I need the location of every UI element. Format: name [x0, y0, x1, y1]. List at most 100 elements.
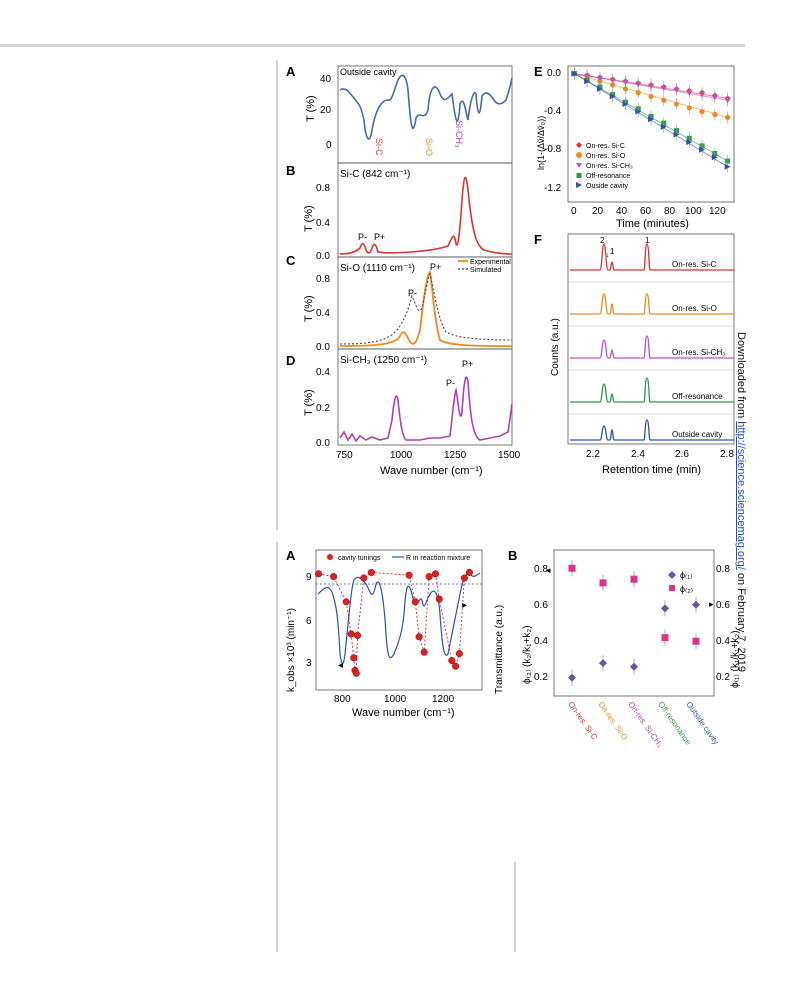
peak-label-sio: Si-O — [424, 138, 434, 156]
legend-experimental: Experimental — [470, 259, 511, 266]
panel-2A-frame — [315, 549, 483, 691]
y-tick: 0.8 — [316, 274, 330, 285]
data-point — [367, 568, 375, 576]
panel-letter-D: D — [286, 353, 295, 368]
data-point — [568, 673, 576, 682]
y-axis-label: ln(1-(Δṽ/Δṽ₀)) — [536, 116, 546, 170]
data-point — [692, 637, 700, 645]
category-label: On-res. Si-O — [596, 700, 629, 742]
y-tick: 0 — [326, 140, 332, 151]
y-axis-label: T (%) — [303, 389, 315, 416]
y-tick: 20 — [320, 105, 332, 116]
data-point — [350, 654, 358, 662]
figure1-spectra: A Outside cavity 40 20 0 T (%) Si-C Si-O… — [286, 64, 520, 477]
data-point — [330, 573, 338, 581]
x-tick: 1000 — [390, 450, 413, 461]
data-point — [435, 595, 443, 603]
panel-B-title: Si-C (842 cm⁻¹) — [340, 169, 410, 180]
si-c-spectrum — [339, 176, 513, 255]
panel-letter-F: F — [534, 232, 542, 247]
p-minus-label: P- — [358, 232, 367, 242]
data-point — [314, 570, 323, 578]
data-point — [599, 579, 607, 587]
top-rule — [0, 44, 745, 47]
y-tick: 40 — [320, 74, 332, 85]
legend-marker-outside — [576, 182, 582, 188]
column-divider-bottom — [276, 542, 278, 952]
data-point — [425, 573, 433, 581]
y-tick: 0.4 — [316, 308, 330, 319]
cavity-tuning-trend — [318, 571, 470, 674]
panel-F-frame — [567, 233, 735, 445]
y-axis-label: T (%) — [303, 295, 315, 322]
y-tick: 0.8 — [534, 564, 548, 575]
trace-si-c — [570, 243, 734, 271]
si-o-experimental — [339, 269, 513, 347]
data-point — [648, 116, 654, 123]
legend-marker-off — [576, 173, 582, 178]
y-tick: 0.0 — [547, 68, 561, 79]
y-tick: 0.4 — [316, 218, 330, 229]
x-axis-label: Time (minutes) — [616, 218, 689, 230]
panel-2B-frame — [553, 549, 715, 697]
legend-label: Ouside cavity — [586, 183, 629, 190]
data-point — [405, 571, 413, 579]
peak-label: 1 — [610, 247, 615, 256]
trace-label: On-res. Si-C — [672, 260, 717, 269]
y-tick: 0.8 — [316, 183, 330, 194]
y-tick: 9 — [306, 572, 312, 583]
data-point — [660, 123, 667, 130]
figure2-panel-A: A k_obs ×10³ (min⁻¹) Transmittance (a.u.… — [286, 548, 505, 719]
p-minus-label: P- — [446, 378, 455, 388]
y-tick: 0.6 — [534, 600, 548, 611]
data-point — [609, 78, 616, 84]
panel-E-frame — [567, 65, 735, 203]
x-axis-label: Wave number (cm⁻¹) — [380, 465, 483, 477]
x-tick: 60 — [640, 206, 652, 217]
y-tick: 0.2 — [534, 672, 548, 683]
y-tick: 0.6 — [716, 600, 730, 611]
legend-marker-phi1 — [668, 571, 676, 579]
x-axis-label: Retention time (min) — [602, 464, 701, 476]
data-point — [431, 570, 440, 578]
legend-marker-sich3 — [576, 163, 582, 168]
data-point — [725, 114, 731, 120]
y-tick: 0.4 — [716, 636, 730, 647]
chart-series — [568, 560, 700, 686]
data-point — [635, 90, 641, 96]
y-axis-label-right: Transmittance (a.u.) — [494, 605, 505, 694]
download-note-link[interactable]: http://science.sciencemag.org/ — [735, 421, 747, 570]
legend-label: On-res. Si-O — [586, 153, 626, 160]
p-plus-label: P+ — [430, 262, 441, 272]
legend-label: ϕ₍₁₎ — [680, 570, 693, 580]
panel-letter-A: A — [286, 64, 296, 79]
data-point — [455, 650, 463, 658]
data-point — [353, 631, 362, 639]
y-tick: 0.2 — [316, 403, 330, 414]
legend-marker-sic — [576, 142, 582, 148]
trace-off-resonance — [570, 377, 734, 403]
data-point — [711, 95, 718, 101]
x-axis-label: Wave number (cm⁻¹) — [352, 707, 455, 719]
trace-si-o — [570, 293, 734, 315]
x-tick: 750 — [336, 450, 353, 461]
x-tick: 1250 — [444, 450, 467, 461]
x-tick: 2.8 — [720, 449, 734, 460]
y-tick: 0.0 — [316, 251, 330, 262]
data-point — [692, 600, 700, 609]
si-o-simulated — [339, 272, 513, 345]
x-tick: 40 — [616, 206, 628, 217]
arrow-right-icon: ▸ — [709, 599, 714, 609]
legend-marker-sio — [576, 152, 582, 158]
x-tick: 2.4 — [631, 449, 645, 460]
x-tick: 80 — [664, 206, 676, 217]
data-point — [460, 574, 468, 582]
trace-si-ch3 — [570, 335, 734, 359]
data-point — [712, 111, 718, 118]
y-axis-label-left: k_obs ×10³ (min⁻¹) — [286, 608, 297, 692]
peak-label: 1 — [645, 236, 650, 245]
legend-marker-phi2 — [669, 585, 675, 591]
data-point — [724, 98, 731, 104]
data-point — [724, 163, 731, 170]
p-minus-label: P- — [408, 288, 417, 298]
